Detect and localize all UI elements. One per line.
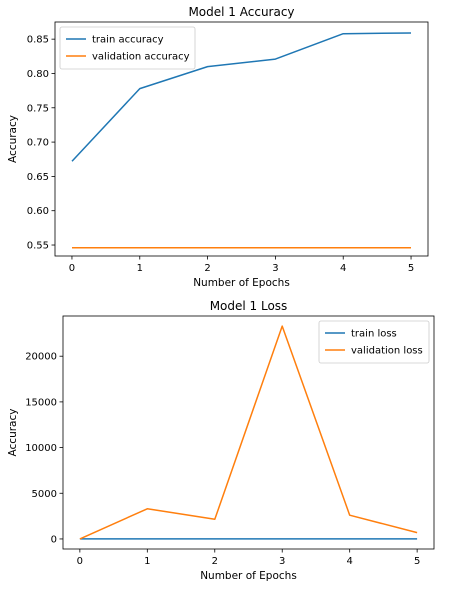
y-tick-label: 0.55 — [27, 241, 49, 252]
legend-entry: train loss — [351, 329, 397, 340]
loss-chart: Model 1 Loss Number of Epochs Accuracy 0… — [7, 299, 435, 582]
chart-title: Model 1 Accuracy — [188, 5, 294, 19]
y-tick-label: 0.85 — [27, 35, 49, 46]
chart-title: Model 1 Loss — [210, 299, 288, 313]
y-axis-label: Accuracy — [7, 115, 19, 163]
x-tick-label: 0 — [77, 556, 83, 567]
y-tick-label: 0.70 — [27, 138, 49, 149]
legend — [318, 320, 430, 364]
y-tick-label: 15000 — [25, 397, 57, 408]
x-tick-label: 5 — [408, 263, 414, 274]
x-tick-label: 1 — [137, 263, 143, 274]
plot-frame — [54, 21, 429, 257]
x-tick-label: 0 — [69, 263, 75, 274]
y-tick-label: 5000 — [32, 489, 57, 500]
legend-entry: validation accuracy — [92, 52, 190, 63]
x-axis-label: Number of Epochs — [200, 570, 297, 582]
y-tick-label: 0.80 — [27, 69, 49, 80]
y-tick-label: 0.65 — [27, 172, 49, 183]
y-tick-label: 0.75 — [27, 103, 49, 114]
legend-entry: train accuracy — [92, 35, 164, 46]
series-line — [79, 325, 418, 540]
x-tick-label: 4 — [346, 556, 352, 567]
y-axis-label: Accuracy — [7, 409, 19, 457]
accuracy-chart: Model 1 Accuracy Number of Epochs Accura… — [7, 5, 429, 289]
x-tick-label: 3 — [279, 556, 285, 567]
legend — [59, 26, 196, 70]
x-tick-label: 1 — [144, 556, 150, 567]
x-tick-label: 3 — [272, 263, 278, 274]
x-tick-label: 4 — [340, 263, 346, 274]
x-tick-label: 2 — [204, 263, 210, 274]
x-tick-label: 2 — [212, 556, 218, 567]
plot-frame — [62, 315, 435, 550]
legend-entry: validation loss — [351, 346, 423, 357]
x-tick-label: 5 — [414, 556, 420, 567]
x-axis-label: Number of Epochs — [193, 277, 290, 289]
y-tick-label: 20000 — [25, 352, 57, 363]
y-tick-label: 0.60 — [27, 206, 49, 217]
series-line — [71, 32, 412, 162]
y-tick-label: 0 — [51, 534, 57, 545]
y-tick-label: 10000 — [25, 443, 57, 454]
